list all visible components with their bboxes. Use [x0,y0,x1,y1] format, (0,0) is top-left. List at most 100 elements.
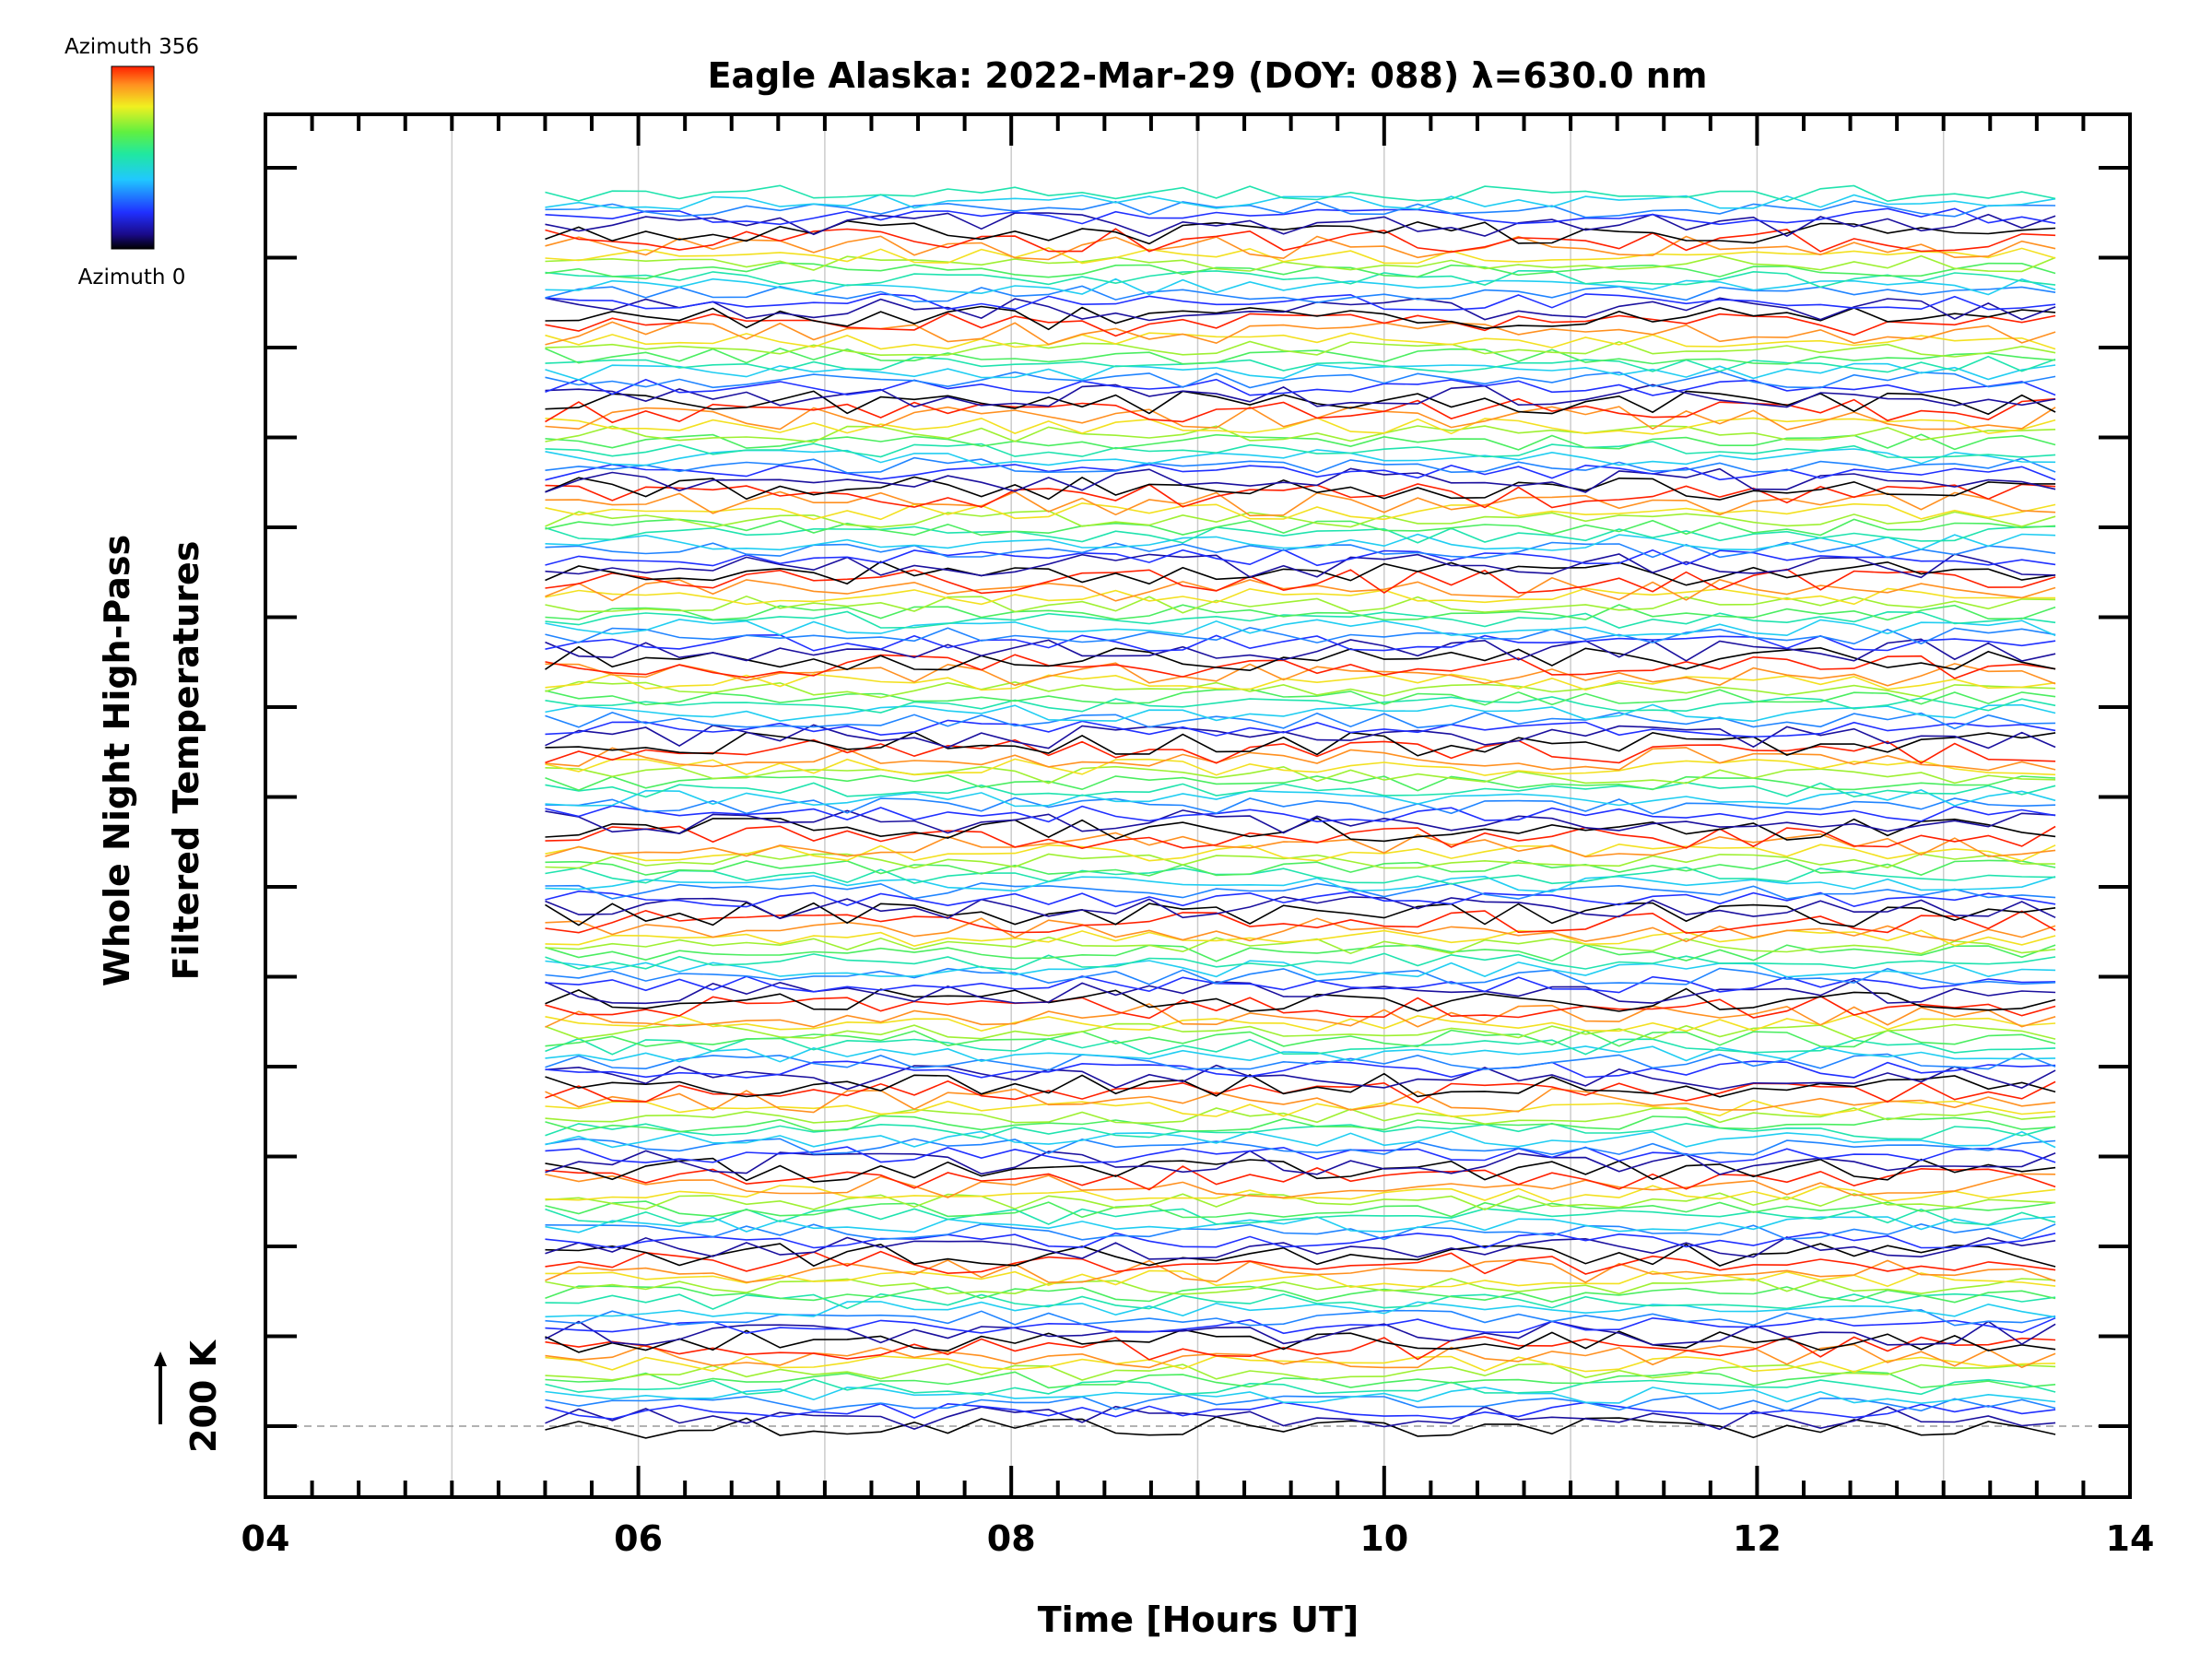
series-line [545,758,2056,776]
series-line [545,228,2056,254]
series-line [545,724,2056,749]
series-line [545,1122,2056,1140]
series-line [545,979,2056,1005]
series-line [545,362,2056,381]
series-line [545,673,2056,691]
x-tick-label: 10 [1359,1518,1408,1559]
series-line [545,645,2056,672]
series-line [545,662,2056,687]
series-line [545,305,2056,331]
series-line [545,638,2056,662]
scale-arrow-head [154,1351,167,1366]
scale-bar: 200 K [154,1339,224,1453]
series-line [545,967,2056,985]
series-line [545,1099,2056,1118]
series-line [545,262,2056,280]
series-line [545,332,2056,350]
series-line [545,553,2056,579]
series-line [545,194,2056,210]
series-line [545,340,2056,358]
series-line [545,384,2056,408]
series-line [545,518,2056,537]
series-line [545,502,2056,521]
series-line [545,1165,2056,1191]
series-line [545,1258,2056,1284]
series-line [545,604,2056,621]
series-line [545,397,2056,424]
series-line [545,549,2056,567]
series-line [545,463,2056,481]
x-tick-label: 06 [614,1518,663,1559]
series-line [545,765,2056,785]
colorbar-top-label: Azimuth 356 [65,35,199,59]
series-line [545,1308,2056,1327]
series-line [545,1173,2056,1199]
series-line [545,467,2056,493]
series-line [545,909,2056,934]
series-line [545,852,2056,869]
series-line [545,619,2056,637]
series-line [545,703,2056,723]
series-line [545,1269,2056,1289]
series-line [545,952,2056,971]
axis-ticks [264,114,2132,1497]
series-line [545,1387,2056,1405]
series-line [545,843,2056,862]
series-line [545,1231,2056,1249]
series-line [545,987,2056,1012]
x-tick-label: 12 [1733,1518,1782,1559]
series-line [545,1378,2056,1396]
series-line [545,371,2056,389]
series-line [545,476,2056,501]
series-line [545,1072,2056,1098]
series-line [545,781,2056,798]
x-tick-labels: 04 06 08 10 12 14 [241,1518,2155,1559]
series-line [545,207,2056,226]
series-line [545,774,2056,792]
series-line [545,254,2056,273]
series-line [545,1192,2056,1210]
y-axis-label-line1: Whole Night High-Pass [97,535,137,986]
series-line [545,1150,2056,1175]
series-line [545,696,2056,714]
series-line [545,712,2056,730]
y-axis-label-line2: Filtered Temperatures [166,541,206,981]
series-line [545,805,2056,823]
series-line [545,1401,2056,1420]
series-line [545,510,2056,528]
series-line [545,654,2056,679]
series-line [545,247,2056,265]
series-line [545,1022,2056,1040]
series-line [545,688,2056,706]
series-line [545,1343,2056,1369]
series-line [545,355,2056,373]
series-line [545,1115,2056,1133]
series-line [545,456,2056,474]
series-line [545,568,2056,595]
series-line [545,917,2056,943]
series-line [545,825,2056,850]
series-line [545,448,2056,466]
series-line [545,1107,2056,1126]
series-line [545,1037,2056,1056]
series-line [545,200,2056,218]
series-line [545,1285,2056,1304]
series-line [545,561,2056,586]
series-line [545,269,2056,289]
scale-label: 200 K [183,1339,224,1453]
series-line [545,1363,2056,1381]
series-line [545,882,2056,900]
series-line [545,1157,2056,1183]
series-line [545,1301,2056,1318]
series-line [545,417,2056,435]
series-line [545,1278,2056,1295]
series-line [545,1045,2056,1063]
series-line [545,1416,2056,1439]
series-line [545,595,2056,614]
series-line [545,626,2056,645]
series-line [545,1013,2056,1033]
series-line [545,1003,2056,1028]
colorbar [111,65,155,250]
series-line [545,1200,2056,1219]
